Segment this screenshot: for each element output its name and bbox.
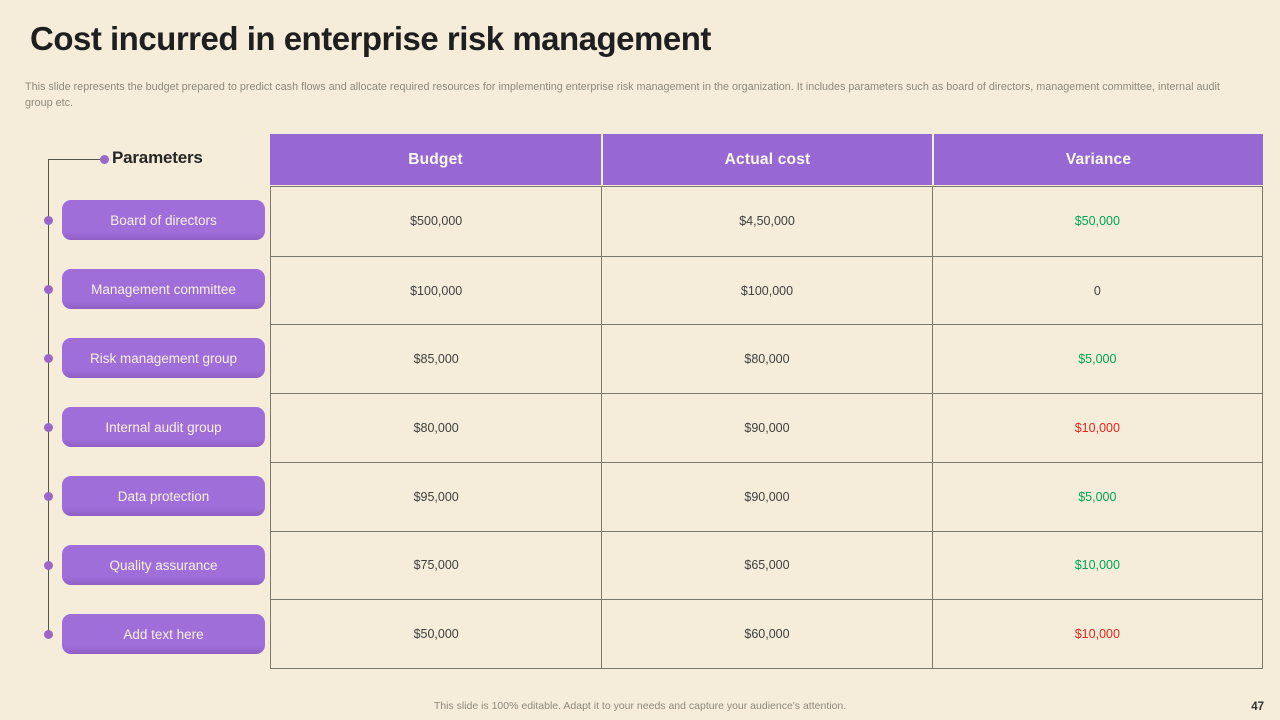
cost-table-header-row: Budget Actual cost Variance xyxy=(270,134,1263,185)
column-header-variance: Variance xyxy=(932,134,1263,185)
variance-cell: $5,000 xyxy=(931,325,1262,394)
column-header-actual-cost: Actual cost xyxy=(601,134,932,185)
variance-cell: $5,000 xyxy=(931,462,1262,531)
bullet-dot-icon xyxy=(44,561,53,570)
bullet-dot-icon xyxy=(44,285,53,294)
page-number: 47 xyxy=(1251,701,1264,713)
budget-cell: $80,000 xyxy=(413,420,459,435)
bullet-dot-icon xyxy=(44,354,53,363)
budget-cell: $95,000 xyxy=(413,489,459,504)
actual-cost-cell: $90,000 xyxy=(601,462,931,531)
parameter-button-management-committee[interactable]: Management committee xyxy=(62,269,265,309)
bullet-dot-icon xyxy=(44,492,53,501)
parameter-button-risk-management-group[interactable]: Risk management group xyxy=(62,338,265,378)
bullet-dot-icon xyxy=(44,423,53,432)
budget-cell: $500,000 xyxy=(410,214,463,229)
actual-cost-cell: $60,000 xyxy=(601,600,931,668)
budget-cell: $75,000 xyxy=(413,558,459,573)
parameter-button-internal-audit-group[interactable]: Internal audit group xyxy=(62,407,265,447)
variance-cell: $10,000 xyxy=(931,600,1262,668)
table-row: $500,000 $4,50,000 $50,000 xyxy=(271,187,1262,256)
cost-table: Budget Actual cost Variance $500,000 $4,… xyxy=(270,134,1263,669)
table-row: $80,000 $90,000 $10,000 xyxy=(271,393,1262,462)
budget-cell: $100,000 xyxy=(410,283,463,298)
table-row: $50,000 $60,000 $10,000 xyxy=(271,599,1262,668)
parameter-button-quality-assurance[interactable]: Quality assurance xyxy=(62,545,265,585)
column-header-budget: Budget xyxy=(270,134,601,185)
actual-cost-cell: $90,000 xyxy=(601,394,931,462)
actual-cost-cell: $80,000 xyxy=(601,325,931,394)
budget-cell: $50,000 xyxy=(413,627,459,642)
table-row: $85,000 $80,000 $5,000 xyxy=(271,324,1262,394)
bullet-dot-icon xyxy=(100,155,109,164)
table-row: $75,000 $65,000 $10,000 xyxy=(271,530,1262,600)
cost-table-body: $500,000 $4,50,000 $50,000 $100,000 $100… xyxy=(270,186,1263,669)
bullet-dot-icon xyxy=(44,216,53,225)
slide-description: This slide represents the budget prepare… xyxy=(25,81,1220,109)
actual-cost-cell: $65,000 xyxy=(601,531,931,600)
table-row: $95,000 $90,000 $5,000 xyxy=(271,461,1262,531)
parameter-button-add-text-here[interactable]: Add text here xyxy=(62,614,265,654)
actual-cost-cell: $4,50,000 xyxy=(601,187,931,256)
variance-cell: $10,000 xyxy=(931,394,1262,462)
parameters-heading: Parameters xyxy=(112,148,203,167)
connector-horizontal-line xyxy=(48,159,101,160)
variance-cell: $50,000 xyxy=(931,187,1262,256)
bullet-dot-icon xyxy=(44,630,53,639)
variance-cell: $10,000 xyxy=(931,531,1262,600)
connector-vertical-line xyxy=(48,159,49,635)
variance-cell: 0 xyxy=(931,256,1262,325)
footer-note: This slide is 100% editable. Adapt it to… xyxy=(433,700,847,712)
actual-cost-cell: $100,000 xyxy=(601,256,931,325)
table-row: $100,000 $100,000 0 xyxy=(271,255,1262,325)
parameter-button-data-protection[interactable]: Data protection xyxy=(62,476,265,516)
budget-cell: $85,000 xyxy=(413,352,459,367)
slide-title: Cost incurred in enterprise risk managem… xyxy=(30,20,711,57)
parameter-button-board-of-directors[interactable]: Board of directors xyxy=(62,200,265,240)
